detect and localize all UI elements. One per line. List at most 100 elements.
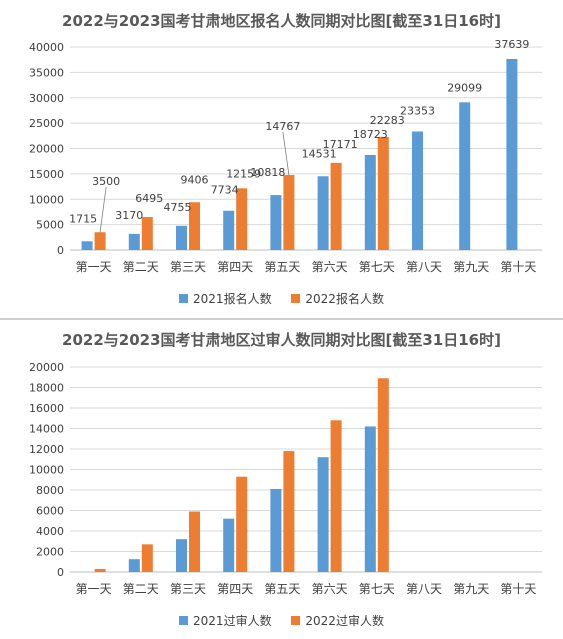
legend-item-2021: 2021报名人数 (179, 290, 272, 307)
legend-label: 2021报名人数 (193, 292, 272, 306)
data-label: 7734 (211, 184, 239, 197)
data-label-leader (282, 132, 290, 176)
bar-2022 (236, 476, 248, 572)
x-category-label: 第十天 (500, 582, 536, 596)
bar-2021 (364, 426, 376, 572)
y-tick-label: 15000 (29, 168, 64, 181)
x-category-label: 第七天 (359, 260, 395, 274)
legend-label: 2022过审人数 (305, 614, 384, 628)
y-tick-label: 18000 (29, 382, 64, 395)
legend-item-2021: 2021过审人数 (179, 612, 272, 629)
bar-2021 (270, 488, 282, 572)
y-tick-label: 20000 (29, 143, 64, 156)
bar-2021 (317, 176, 329, 250)
x-category-label: 第八天 (406, 260, 442, 274)
x-category-label: 第八天 (406, 582, 442, 596)
legend-item-2022: 2022过审人数 (291, 612, 384, 629)
bar-2022 (94, 232, 106, 250)
chart-title: 2022与2023国考甘肃地区过审人数同期对比图[截至31日16时] (62, 331, 501, 349)
data-label: 9406 (181, 173, 209, 186)
bar-2021 (317, 457, 329, 572)
x-category-label: 第三天 (170, 582, 206, 596)
chart-panel-approvals: 2022与2023国考甘肃地区过审人数同期对比图[截至31日16时] 0 2000… (0, 318, 563, 639)
x-category-label: 第九天 (453, 582, 489, 596)
y-tick-label: 14000 (29, 423, 64, 436)
y-tick-label: 35000 (29, 66, 64, 79)
x-category-label: 第一天 (76, 582, 112, 596)
data-label: 4755 (164, 201, 192, 214)
bar-2022 (236, 188, 248, 250)
data-label: 17171 (323, 138, 358, 151)
data-label: 14767 (265, 120, 300, 133)
chart-legend: 2021报名人数 2022报名人数 (0, 290, 563, 307)
x-category-label: 第四天 (217, 582, 253, 596)
bar-2022 (330, 420, 342, 572)
data-label: 3170 (115, 209, 143, 222)
legend-swatch-2021 (179, 616, 189, 625)
bar-2021 (412, 131, 423, 250)
bar-2021 (128, 559, 140, 572)
bar-2022 (283, 175, 295, 250)
y-tick-label: 20000 (29, 361, 64, 374)
legend-swatch-2022 (291, 294, 301, 303)
data-label: 10818 (250, 166, 285, 179)
bar-2022 (189, 202, 200, 250)
data-label: 1715 (69, 212, 97, 225)
legend-label: 2021过审人数 (193, 614, 272, 628)
data-label: 22283 (370, 114, 405, 127)
data-label: 29099 (447, 81, 482, 94)
y-tick-label: 10000 (29, 464, 64, 477)
y-tick-label: 30000 (29, 92, 64, 105)
legend-swatch-2021 (179, 294, 189, 303)
bar-2021 (223, 518, 235, 572)
registrations-chart: 0 5000 10000 15000 20000 25000 30000 35000 40000… (29, 38, 542, 274)
x-category-label: 第六天 (312, 582, 348, 596)
bar-2022 (283, 451, 295, 572)
legend-item-2022: 2022报名人数 (291, 290, 384, 307)
bar-2022 (141, 544, 153, 572)
bar-2021 (223, 210, 235, 250)
bar-2022 (94, 568, 106, 572)
y-tick-label: 0 (57, 566, 64, 579)
y-tick-label: 10000 (29, 193, 64, 206)
chart-panel-registrations: 2022与2023国考甘肃地区报名人数同期对比图[截至31日16时] 0 5000… (0, 0, 563, 312)
y-tick-label: 40000 (29, 41, 64, 54)
bar-2021 (364, 154, 376, 250)
x-category-label: 第四天 (217, 260, 253, 274)
bar-2021 (176, 539, 187, 572)
x-category-label: 第二天 (123, 260, 159, 274)
y-tick-label: 0 (57, 244, 64, 257)
data-label: 18723 (353, 128, 388, 141)
data-label: 14531 (302, 147, 337, 160)
bar-2021 (81, 241, 93, 250)
bar-2021 (128, 233, 140, 250)
x-category-label: 第五天 (264, 582, 300, 596)
bar-2022 (377, 378, 389, 572)
data-label: 3500 (92, 175, 120, 188)
y-tick-label: 12000 (29, 443, 64, 456)
data-label: 12159 (226, 167, 261, 180)
y-tick-label: 2000 (36, 546, 64, 559)
data-label: 6495 (135, 192, 163, 205)
bar-2022 (330, 162, 342, 250)
chart-legend: 2021过审人数 2022过审人数 (0, 612, 563, 629)
x-category-label: 第五天 (264, 260, 300, 274)
approvals-chart: 0 2000 4000 6000 8000 10000 12000 14000 16000 180… (29, 361, 542, 596)
bar-2021 (176, 225, 187, 250)
bar-2021 (459, 102, 471, 251)
x-category-label: 第二天 (123, 582, 159, 596)
x-category-label: 第十天 (500, 260, 536, 274)
x-category-label: 第七天 (359, 582, 395, 596)
data-label: 37639 (494, 38, 529, 51)
y-tick-label: 4000 (36, 525, 64, 538)
y-tick-label: 16000 (29, 402, 64, 415)
bar-2022 (189, 511, 200, 572)
x-category-label: 第六天 (312, 260, 348, 274)
bar-2022 (141, 217, 153, 250)
bar-2022 (377, 136, 389, 250)
x-category-label: 第一天 (76, 260, 112, 274)
data-label: 23353 (400, 104, 435, 117)
x-category-label: 第三天 (170, 260, 206, 274)
y-tick-label: 6000 (36, 505, 64, 518)
legend-label: 2022报名人数 (305, 292, 384, 306)
